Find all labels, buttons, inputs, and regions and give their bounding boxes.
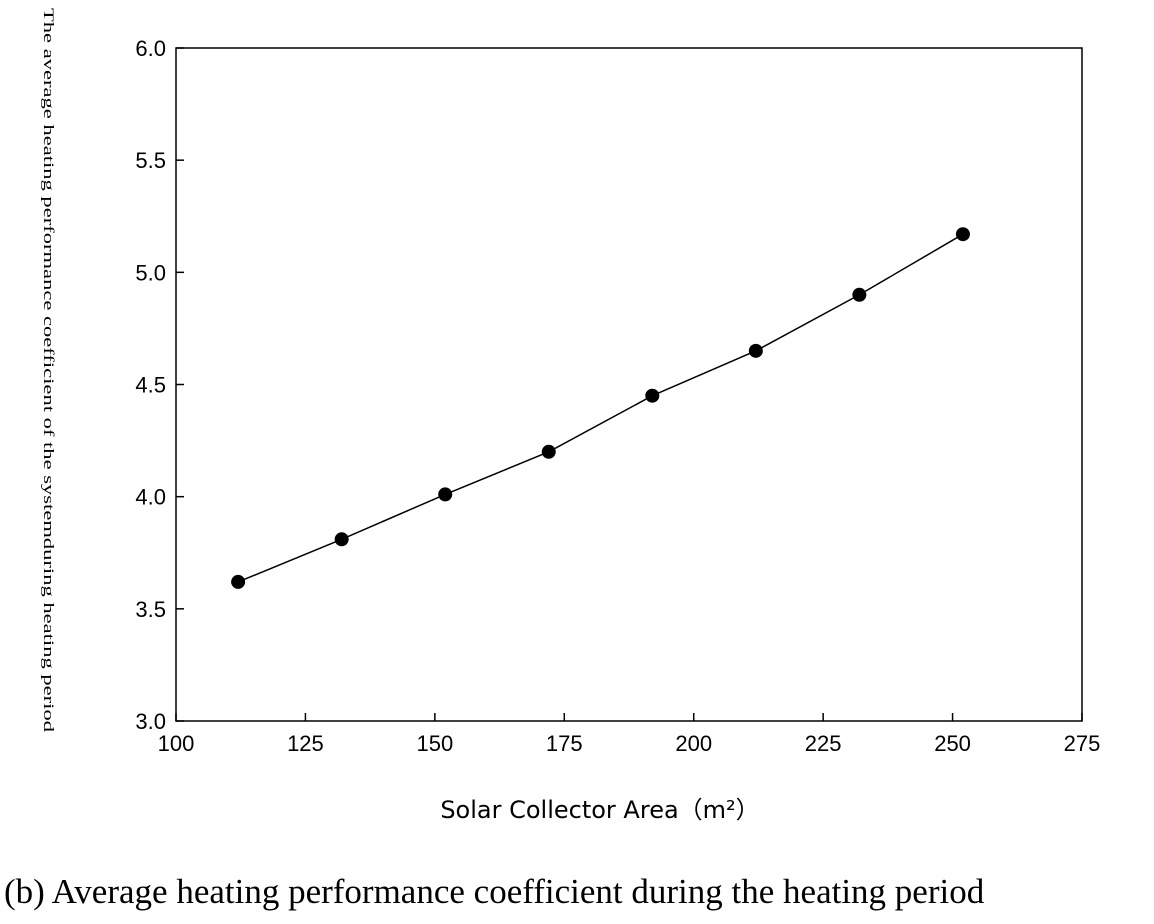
y-tick-label: 3.5: [135, 597, 166, 622]
x-axis: 100 125 150 175 200 225 250 275: [158, 713, 1101, 756]
data-point: [645, 388, 660, 403]
data-point: [748, 343, 763, 358]
data-point: [852, 287, 867, 302]
data-point: [438, 487, 453, 502]
y-tick-label: 4.5: [135, 373, 166, 398]
y-tick-label: 4.0: [135, 485, 166, 510]
y-tick-label: 6.0: [135, 36, 166, 61]
y-axis: 3.0 3.5 4.0 4.5 5.0 5.5 6.0: [135, 36, 184, 734]
data-point: [955, 227, 970, 242]
y-axis-title: The average heating performance coeffici…: [40, 8, 56, 733]
y-tick-label: 3.0: [135, 709, 166, 734]
series-line: [237, 233, 964, 583]
x-tick-label: 100: [158, 731, 195, 756]
y-tick-label: 5.0: [135, 260, 166, 285]
data-point: [334, 532, 349, 547]
plot-frame: [175, 47, 1083, 722]
data-point: [231, 574, 246, 589]
figure-caption: (b) Average heating performance coeffici…: [4, 872, 985, 911]
data-point: [541, 444, 556, 459]
x-tick-label: 225: [805, 731, 842, 756]
x-tick-label: 150: [416, 731, 453, 756]
x-tick-label: 200: [675, 731, 712, 756]
x-tick-label: 125: [287, 731, 324, 756]
x-tick-label: 175: [546, 731, 583, 756]
data-series: [231, 227, 970, 589]
y-tick-label: 5.5: [135, 148, 166, 173]
x-tick-label: 275: [1064, 731, 1101, 756]
x-axis-title: Solar Collector Area（m²）: [440, 796, 759, 824]
x-tick-label: 250: [934, 731, 971, 756]
